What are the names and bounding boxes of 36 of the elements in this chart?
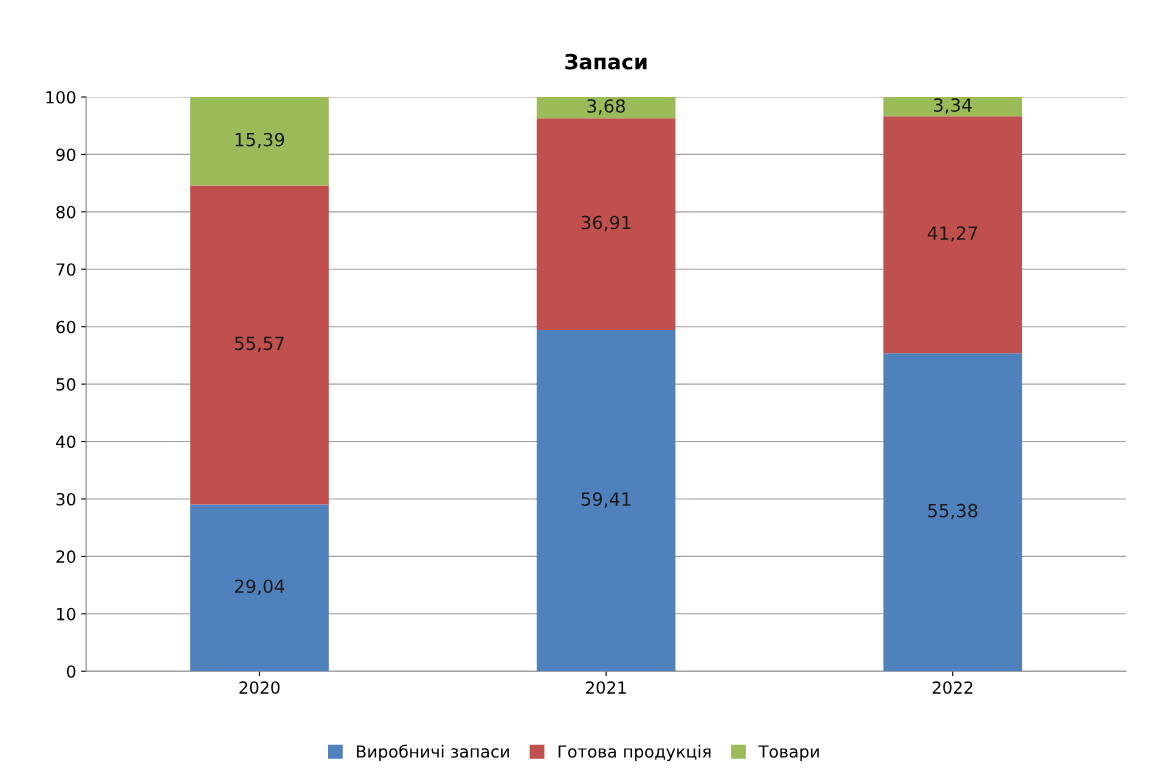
bar	[536, 118, 676, 331]
y-tick-label: 80	[56, 205, 76, 219]
data-label: 3,68	[587, 99, 625, 115]
bar	[190, 97, 329, 186]
y-tick-label: 40	[56, 435, 76, 449]
bar	[190, 185, 329, 505]
y-tick-label: 30	[56, 492, 76, 506]
y-tick-label: 0	[66, 665, 76, 678]
data-label: 29,04	[234, 579, 285, 595]
data-label: 55,57	[235, 336, 284, 353]
data-label: 15,39	[235, 132, 285, 149]
y-tick-label: 70	[56, 263, 76, 276]
legend-label: Товари	[758, 745, 819, 761]
data-label: 3,34	[933, 98, 972, 114]
bar	[536, 97, 676, 119]
data-label: 59,41	[581, 492, 631, 508]
y-tick-label: 90	[56, 148, 76, 161]
legend-label: Готова продукція	[558, 744, 711, 761]
y-tick-label: 10	[57, 607, 76, 621]
x-tick-label: 2022	[932, 681, 973, 694]
data-label: 55,38	[928, 503, 978, 520]
y-tick-label: 100	[46, 90, 76, 104]
y-tick-label: 60	[56, 320, 76, 334]
chart-title: Запаси	[565, 53, 647, 70]
y-tick-label: 50	[56, 378, 76, 391]
bar	[190, 504, 329, 672]
legend-label: Виробничі запаси	[357, 744, 509, 761]
y-tick-label: 20	[56, 550, 76, 563]
data-label: 36,91	[581, 215, 631, 232]
bar	[883, 116, 1023, 354]
x-tick-label: 2020	[239, 681, 280, 694]
bar	[536, 330, 676, 672]
x-tick-label: 2021	[586, 681, 626, 694]
bar	[883, 353, 1023, 672]
data-label: 41,27	[927, 226, 978, 242]
bar	[883, 97, 1023, 117]
